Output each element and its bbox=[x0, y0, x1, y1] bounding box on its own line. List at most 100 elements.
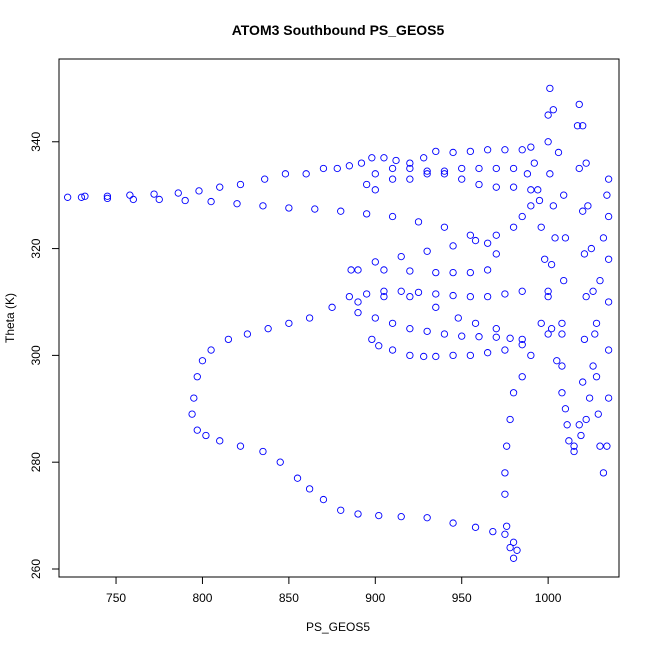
data-point bbox=[518, 341, 526, 349]
data-point bbox=[592, 373, 601, 381]
data-point bbox=[440, 170, 449, 178]
data-point bbox=[582, 159, 590, 167]
y-tick-label: 280 bbox=[29, 452, 43, 472]
data-point bbox=[333, 164, 341, 173]
data-point bbox=[375, 342, 383, 350]
data-point bbox=[354, 309, 362, 317]
data-point bbox=[371, 258, 379, 266]
data-point bbox=[475, 180, 483, 189]
data-point bbox=[103, 194, 112, 203]
data-point bbox=[337, 207, 345, 215]
data-point bbox=[406, 175, 414, 183]
data-point bbox=[420, 352, 428, 361]
plot-frame bbox=[58, 58, 620, 578]
data-point bbox=[380, 266, 388, 274]
data-point bbox=[604, 175, 613, 183]
data-point bbox=[423, 170, 431, 178]
y-tick-label: 300 bbox=[29, 345, 43, 365]
data-point bbox=[489, 527, 497, 536]
y-tick-label: 260 bbox=[29, 559, 43, 579]
data-point bbox=[506, 543, 514, 552]
data-point bbox=[388, 212, 397, 221]
data-point bbox=[513, 546, 521, 554]
data-point bbox=[432, 290, 440, 298]
data-point bbox=[544, 330, 552, 338]
data-point bbox=[582, 292, 590, 301]
data-point bbox=[587, 244, 595, 253]
data-point bbox=[449, 291, 457, 300]
data-point bbox=[406, 292, 414, 301]
data-point bbox=[579, 122, 587, 130]
data-point bbox=[594, 410, 602, 418]
data-point bbox=[193, 426, 201, 434]
data-point bbox=[423, 247, 431, 255]
data-point bbox=[501, 530, 509, 538]
data-point bbox=[580, 250, 589, 258]
data-point bbox=[501, 290, 509, 298]
data-point bbox=[414, 288, 423, 297]
data-point bbox=[584, 202, 592, 210]
data-point bbox=[492, 231, 500, 239]
data-point bbox=[354, 510, 362, 518]
data-point bbox=[293, 474, 302, 482]
data-point bbox=[506, 415, 514, 424]
data-point bbox=[193, 373, 201, 381]
data-point bbox=[570, 447, 578, 456]
data-point bbox=[509, 223, 518, 231]
data-point bbox=[406, 351, 414, 360]
data-point bbox=[449, 519, 457, 527]
data-point bbox=[259, 447, 267, 456]
data-point bbox=[440, 223, 449, 231]
data-point bbox=[368, 335, 376, 344]
data-point bbox=[432, 352, 440, 361]
data-point bbox=[363, 210, 371, 218]
data-point bbox=[236, 442, 245, 450]
data-point bbox=[501, 469, 509, 477]
data-point bbox=[224, 335, 233, 344]
data-point bbox=[371, 186, 379, 194]
data-point bbox=[585, 394, 594, 402]
data-point bbox=[458, 332, 466, 340]
data-point bbox=[551, 234, 559, 242]
data-point bbox=[483, 239, 492, 247]
x-tick-label: 900 bbox=[365, 591, 385, 605]
data-point bbox=[357, 159, 366, 167]
data-point bbox=[397, 252, 405, 261]
x-tick-label: 750 bbox=[106, 591, 126, 605]
data-point bbox=[354, 298, 362, 306]
data-point bbox=[483, 292, 492, 301]
data-point bbox=[216, 437, 224, 445]
data-point bbox=[181, 196, 189, 205]
data-point bbox=[544, 138, 552, 146]
data-point bbox=[561, 234, 570, 242]
data-point bbox=[537, 319, 545, 327]
data-point bbox=[599, 234, 608, 242]
data-point bbox=[406, 267, 414, 275]
data-point bbox=[388, 319, 397, 327]
data-point bbox=[471, 236, 480, 245]
data-point bbox=[281, 170, 290, 178]
data-point bbox=[501, 146, 509, 154]
data-point bbox=[546, 84, 554, 93]
data-point bbox=[388, 175, 397, 183]
data-point bbox=[546, 170, 554, 178]
data-point bbox=[561, 405, 570, 413]
data-point bbox=[233, 200, 241, 208]
data-point bbox=[392, 156, 400, 165]
data-point bbox=[129, 195, 137, 204]
data-point bbox=[603, 442, 611, 450]
data-point bbox=[302, 170, 310, 178]
data-point bbox=[570, 442, 578, 450]
data-point bbox=[449, 148, 457, 157]
data-point bbox=[420, 154, 428, 162]
data-point bbox=[580, 335, 589, 344]
data-point bbox=[305, 485, 314, 493]
data-point bbox=[188, 410, 196, 418]
data-point bbox=[363, 180, 371, 189]
data-point bbox=[547, 325, 556, 333]
data-point bbox=[202, 431, 210, 440]
data-point bbox=[371, 170, 379, 178]
data-point bbox=[347, 266, 355, 274]
data-point bbox=[454, 314, 462, 322]
